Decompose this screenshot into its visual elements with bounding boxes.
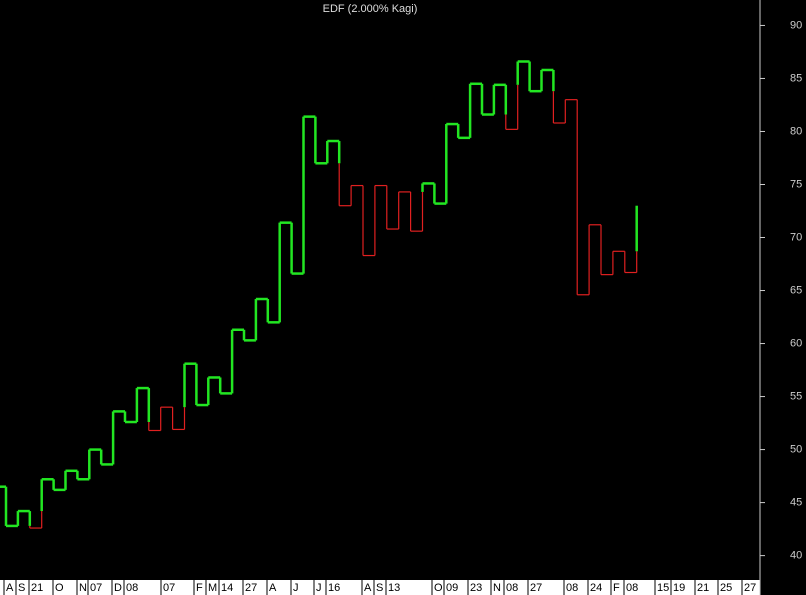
- x-tick-label: 08: [626, 582, 638, 594]
- x-tick-label: O: [55, 582, 64, 594]
- y-tick-label: 40: [790, 550, 802, 562]
- x-tick-label: 13: [388, 582, 400, 594]
- x-tick-label: N: [79, 582, 87, 594]
- x-tick-label: A: [6, 582, 14, 594]
- y-tick-label: 70: [790, 231, 802, 243]
- x-axis-band: [0, 580, 760, 595]
- x-tick-label: 07: [90, 582, 102, 594]
- x-tick-label: 08: [506, 582, 518, 594]
- x-tick-label: M: [208, 582, 217, 594]
- x-tick-label: 21: [697, 582, 709, 594]
- y-tick-label: 45: [790, 497, 802, 509]
- y-tick-label: 75: [790, 178, 802, 190]
- x-tick-label: 14: [221, 582, 233, 594]
- x-tick-label: 15: [657, 582, 669, 594]
- x-tick-label: 25: [720, 582, 732, 594]
- x-tick-label: 07: [163, 582, 175, 594]
- x-tick-label: 27: [530, 582, 542, 594]
- x-tick-label: F: [613, 582, 620, 594]
- x-tick-label: 08: [126, 582, 138, 594]
- y-tick-label: 65: [790, 284, 802, 296]
- x-tick-label: O: [434, 582, 443, 594]
- x-tick-label: 09: [446, 582, 458, 594]
- x-tick-label: 23: [470, 582, 482, 594]
- x-tick-label: A: [269, 582, 277, 594]
- x-tick-label: 16: [328, 582, 340, 594]
- x-tick-label: 27: [245, 582, 257, 594]
- chart-title: EDF (2.000% Kagi): [323, 3, 418, 15]
- x-tick-label: F: [196, 582, 203, 594]
- x-tick-label: 08: [566, 582, 578, 594]
- x-tick-label: A: [364, 582, 372, 594]
- x-tick-label: S: [376, 582, 383, 594]
- x-tick-label: N: [493, 582, 501, 594]
- y-tick-label: 55: [790, 390, 802, 402]
- y-tick-label: 85: [790, 72, 802, 84]
- x-tick-label: 19: [673, 582, 685, 594]
- x-tick-label: S: [18, 582, 25, 594]
- x-tick-label: 21: [31, 582, 43, 594]
- x-tick-label: J: [293, 582, 299, 594]
- x-tick-label: J: [316, 582, 322, 594]
- x-tick-label: 27: [744, 582, 756, 594]
- y-tick-label: 50: [790, 443, 802, 455]
- y-tick-label: 80: [790, 125, 802, 137]
- y-tick-label: 60: [790, 337, 802, 349]
- x-tick-label: D: [114, 582, 122, 594]
- x-tick-label: 24: [590, 582, 602, 594]
- y-tick-label: 90: [790, 19, 802, 31]
